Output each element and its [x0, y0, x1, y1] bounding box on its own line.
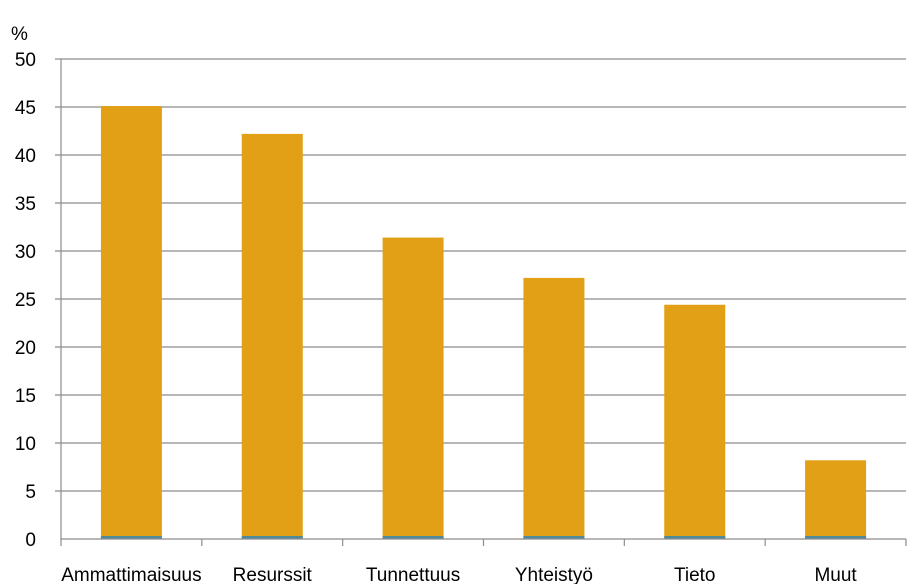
x-axis	[60, 59, 907, 546]
y-tick-label: 25	[15, 290, 36, 311]
y-axis-tick-labels: 0 5 10 15 20 25 30 35 40 45 50	[15, 50, 36, 551]
bar-3	[523, 277, 585, 539]
bar-base-2	[382, 536, 444, 539]
x-axis-category-labels: Ammattimaisuus Resurssit Tunnettuus Yhteist…	[61, 565, 857, 584]
x-category-label: Ammattimaisuus	[61, 565, 201, 584]
y-tick-label: 10	[15, 434, 36, 455]
y-tick-label: 15	[15, 386, 36, 407]
x-category-label: Tieto	[674, 565, 716, 584]
bars	[100, 106, 867, 539]
gridlines	[55, 58, 906, 492]
y-tick-label: 35	[15, 194, 36, 215]
bar-4	[664, 304, 726, 539]
bar-5	[805, 460, 867, 539]
bar-1	[241, 133, 303, 539]
bar-base-0	[100, 536, 162, 539]
x-category-label: Tunnettuus	[366, 565, 460, 584]
x-category-label: Muut	[814, 565, 857, 584]
y-tick-label: 45	[15, 98, 36, 119]
bar-base-4	[664, 536, 726, 539]
bar-base-5	[805, 536, 867, 539]
bar-0	[100, 106, 162, 539]
y-tick-label: 5	[25, 482, 36, 503]
y-tick-label: 30	[15, 242, 36, 263]
x-category-label: Yhteistyö	[515, 565, 593, 584]
y-tick-label: 40	[15, 146, 36, 167]
y-tick-label: 20	[15, 338, 36, 359]
x-category-label: Resurssit	[233, 565, 313, 584]
bar-base-3	[523, 536, 585, 539]
y-axis-unit-label: %	[11, 24, 28, 45]
bar-base-1	[241, 536, 303, 539]
y-tick-label: 0	[25, 530, 36, 551]
bar-2	[382, 237, 444, 539]
y-tick-label: 50	[15, 50, 36, 71]
